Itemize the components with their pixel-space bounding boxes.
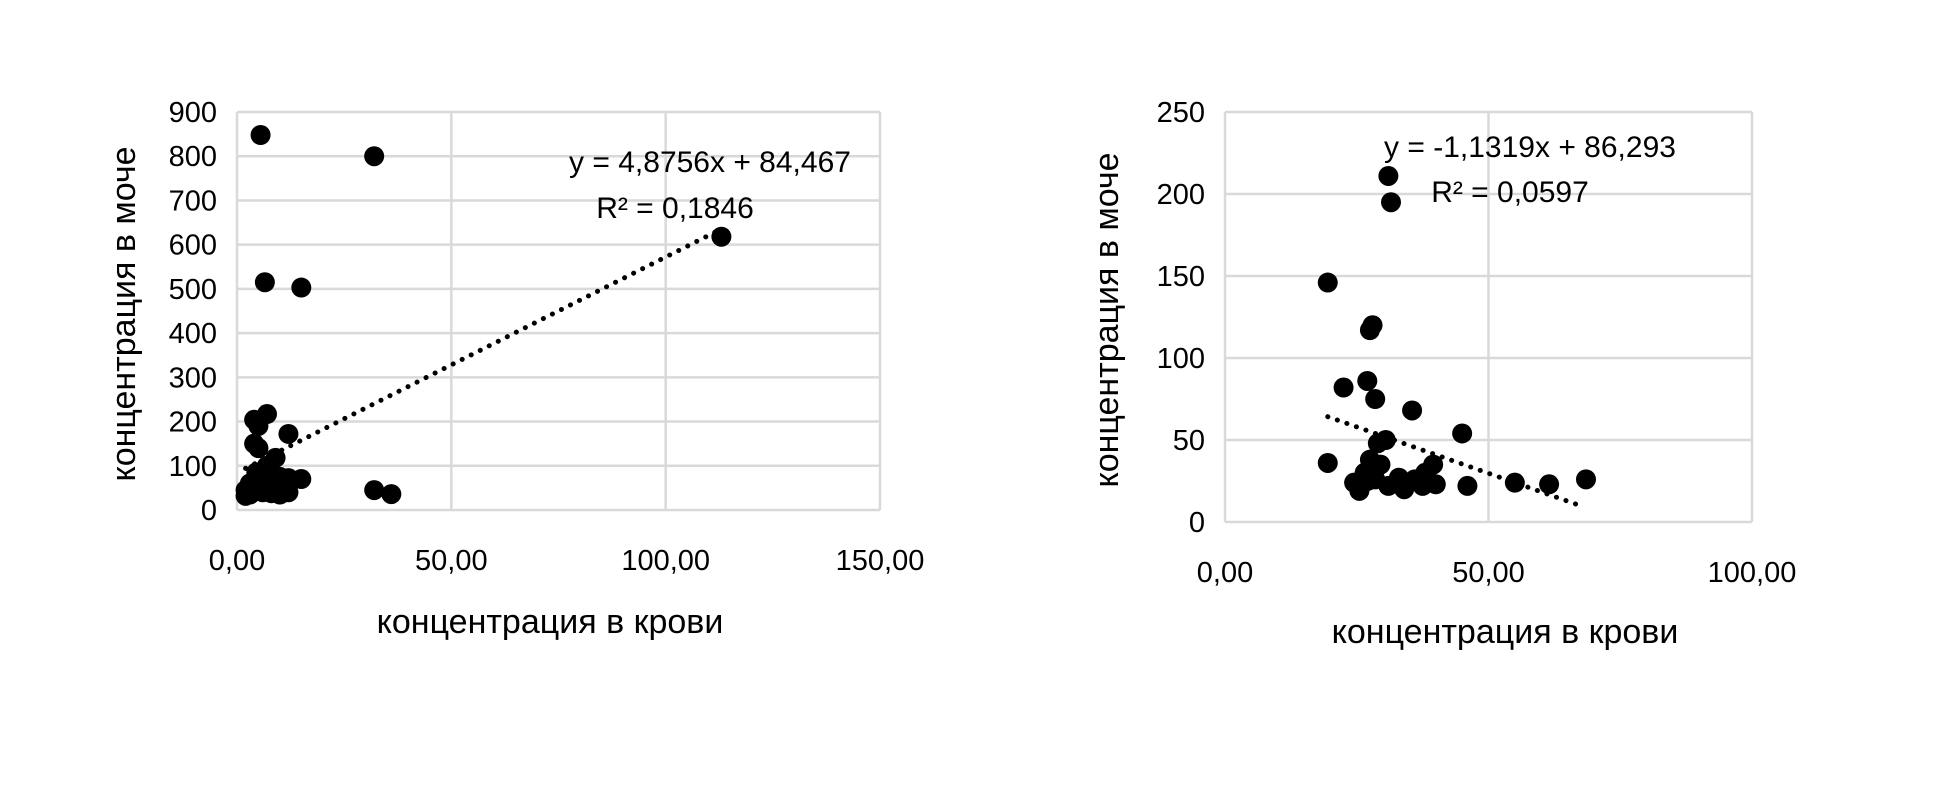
data-point — [278, 482, 299, 503]
data-point — [364, 146, 385, 167]
trendline — [243, 226, 724, 471]
data-point — [1367, 433, 1388, 454]
data-point — [248, 438, 269, 459]
data-point — [1457, 475, 1478, 496]
y-tick-label: 100 — [169, 451, 217, 483]
data-point — [1349, 480, 1370, 501]
trendline-equation-right: y = -1,1319x + 86,293 — [1384, 131, 1676, 164]
plot-area-left: 0 100 200 300 400 500 600 700 800 900 0,00 50,00 100… — [169, 97, 925, 577]
y-tick-label: 800 — [169, 141, 217, 173]
y-tick-label: 150 — [1157, 261, 1205, 293]
y-tick-label: 600 — [169, 230, 217, 262]
r-squared-label-right: R² = 0,0597 — [1431, 176, 1589, 209]
scatter-chart-right: 0 50 100 150 200 250 0,00 50,00 100,00 y = -1,13… — [1088, 97, 1797, 651]
y-tick-label: 50 — [1173, 425, 1205, 457]
r-squared-label-left: R² = 0,1846 — [596, 192, 754, 225]
data-point — [1333, 377, 1354, 398]
plot-area-right: 0 50 100 150 200 250 0,00 50,00 100,00 — [1157, 97, 1797, 589]
data-point — [248, 415, 269, 436]
y-tick-label: 500 — [169, 274, 217, 306]
x-tick-label: 100,00 — [1708, 557, 1797, 589]
y-tick-label: 0 — [1189, 507, 1205, 539]
y-tick-label: 300 — [169, 362, 217, 394]
data-point — [1394, 479, 1415, 500]
x-tick-label: 0,00 — [209, 545, 265, 577]
x-axis-title-left: концентрация в крови — [377, 603, 724, 641]
y-tick-label: 400 — [169, 318, 217, 350]
data-point — [1425, 474, 1446, 495]
data-point — [254, 272, 275, 293]
data-point — [235, 485, 256, 506]
data-point — [250, 124, 271, 145]
data-point — [1381, 192, 1402, 213]
y-tick-label: 100 — [1157, 343, 1205, 375]
x-tick-label: 100,00 — [621, 545, 710, 577]
data-point — [381, 484, 402, 505]
data-point — [1359, 320, 1380, 341]
data-point — [1317, 272, 1338, 293]
data-point — [278, 423, 299, 444]
y-tick-label: 200 — [1157, 179, 1205, 211]
data-point — [1402, 400, 1423, 421]
x-tick-label: 50,00 — [1452, 557, 1525, 589]
x-tick-label: 50,00 — [415, 545, 488, 577]
data-point — [1357, 370, 1378, 391]
x-tick-label: 150,00 — [836, 545, 925, 577]
y-axis-title-left: концентрация в моче — [105, 146, 143, 481]
y-axis-title-right: концентрация в моче — [1088, 152, 1126, 487]
y-tick-label: 700 — [169, 185, 217, 217]
data-point — [1539, 474, 1560, 495]
y-tick-label: 250 — [1157, 97, 1205, 129]
trendline — [1325, 414, 1581, 508]
data-point — [1452, 423, 1473, 444]
data-point — [1378, 165, 1399, 186]
x-axis-title-right: концентрация в крови — [1332, 613, 1679, 651]
data-point — [1575, 469, 1596, 490]
trendline-equation-left: y = 4,8756x + 84,467 — [569, 146, 851, 179]
y-tick-label: 0 — [201, 495, 217, 527]
data-point — [291, 469, 312, 490]
x-tick-label: 0,00 — [1197, 557, 1253, 589]
y-tick-label: 900 — [169, 97, 217, 129]
scatter-chart-left: 0 100 200 300 400 500 600 700 800 900 0,00 50,00 100… — [105, 97, 925, 641]
data-point — [1317, 452, 1338, 473]
data-point — [291, 277, 312, 298]
data-point — [1504, 472, 1525, 493]
data-point — [1378, 475, 1399, 496]
data-point — [364, 480, 385, 501]
y-tick-label: 200 — [169, 407, 217, 439]
data-point — [711, 226, 732, 247]
data-point — [1365, 389, 1386, 409]
